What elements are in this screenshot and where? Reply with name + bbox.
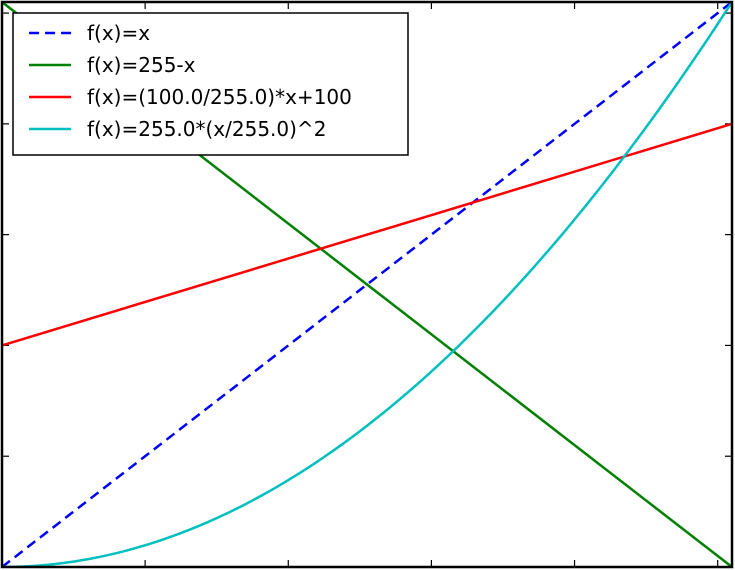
series-line-2 (2, 122, 732, 347)
legend-label-3: f(x)=255.0*(x/255.0)^2 (87, 117, 326, 141)
legend-label-0: f(x)=x (87, 21, 150, 45)
legend-box (12, 12, 409, 156)
legend-label-2: f(x)=(100.0/255.0)*x+100 (87, 85, 352, 109)
legend: f(x)=x f(x)=255-x f(x)=(100.0/255.0)*x+100… (12, 12, 409, 156)
legend-label-1: f(x)=255-x (87, 53, 196, 77)
